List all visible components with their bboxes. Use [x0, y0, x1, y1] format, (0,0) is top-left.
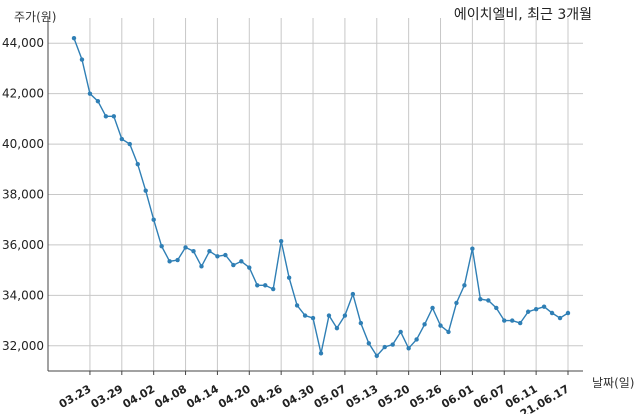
data-point [533, 307, 539, 312]
data-point [565, 310, 571, 316]
data-point [494, 305, 499, 311]
data-point [95, 99, 101, 104]
x-tick-label: 03.29 [89, 382, 126, 411]
data-point [326, 313, 332, 318]
x-tick-label: 04.20 [216, 382, 253, 411]
x-tick-label: 06.01 [439, 382, 476, 411]
data-point [286, 275, 292, 280]
data-point [470, 246, 475, 251]
data-point [358, 320, 364, 326]
y-tick-label: 38,000 [2, 188, 44, 202]
data-point [517, 320, 523, 326]
data-point [438, 323, 443, 328]
price-series [71, 35, 571, 359]
data-point [446, 329, 451, 335]
x-tick-label: 03.23 [57, 382, 94, 411]
data-point [278, 238, 284, 244]
y-tick-labels: 32,000 34,000 36,000 38,000 40,000 42,000 44,0… [2, 36, 44, 353]
data-point [103, 114, 109, 119]
data-point [143, 188, 148, 193]
data-point [414, 337, 419, 342]
data-point [557, 315, 563, 321]
x-tick-labels: 03.2303.2904.0204.0804.1404.2004.2604.30… [57, 382, 572, 414]
data-point [398, 329, 403, 335]
data-point [302, 313, 308, 318]
x-tick-label: 06.07 [471, 382, 508, 411]
data-point [191, 249, 196, 254]
data-point [462, 283, 467, 288]
x-tick-label: 04.26 [248, 382, 285, 411]
x-tick-label: 04.08 [152, 382, 189, 411]
x-tick-label: 05.13 [344, 382, 381, 411]
data-point [525, 309, 531, 314]
data-point [549, 310, 555, 316]
y-axis-label: 주가(원) [14, 10, 57, 24]
data-point [486, 298, 491, 303]
data-point [350, 291, 356, 297]
data-point [111, 114, 117, 119]
y-tick-label: 36,000 [2, 238, 44, 252]
x-tick-label: 05.26 [407, 382, 444, 411]
data-point [374, 353, 379, 359]
data-point [247, 265, 252, 270]
data-point [454, 300, 459, 306]
data-point [223, 252, 228, 258]
y-tick-label: 42,000 [2, 87, 44, 101]
y-tick-label: 32,000 [2, 339, 44, 353]
y-tick-label: 40,000 [2, 137, 44, 151]
data-point [175, 257, 180, 263]
data-point [135, 162, 140, 167]
data-point [199, 264, 204, 269]
data-point [342, 313, 348, 318]
data-point [167, 259, 172, 264]
data-point [255, 283, 260, 288]
chart-title: 에이치엘비, 최근 3개월 [453, 7, 592, 23]
data-point [71, 35, 77, 41]
data-point [127, 141, 132, 147]
data-point [502, 318, 507, 323]
data-point [510, 318, 515, 323]
data-point [382, 344, 387, 350]
axes [47, 18, 583, 375]
data-point [430, 305, 435, 311]
data-point [541, 304, 547, 309]
y-tick-label: 34,000 [2, 288, 44, 302]
x-tick-label: 04.30 [280, 382, 317, 411]
data-point [406, 346, 411, 351]
x-tick-label: 05.20 [376, 382, 413, 411]
data-point [334, 325, 340, 331]
grid [48, 18, 583, 371]
data-point [318, 351, 324, 356]
data-point [119, 136, 125, 142]
data-point [310, 315, 316, 321]
data-point [87, 91, 93, 96]
x-tick-label: 05.07 [312, 382, 349, 411]
data-point [215, 254, 220, 259]
x-axis-label: 날짜(일) [592, 376, 635, 390]
data-point [422, 322, 427, 327]
data-point [183, 245, 188, 250]
data-point [263, 283, 268, 288]
y-tick-label: 44,000 [2, 36, 44, 50]
data-point [231, 262, 236, 268]
x-tick-label: 04.02 [121, 382, 158, 411]
data-point [478, 296, 483, 302]
data-point [390, 342, 395, 347]
data-point [294, 303, 300, 308]
data-point [79, 57, 85, 62]
data-point [366, 341, 372, 346]
data-point [159, 243, 164, 249]
x-tick-label: 04.14 [184, 382, 221, 411]
price-line [73, 37, 569, 358]
data-point [239, 259, 244, 264]
data-point [207, 249, 212, 254]
data-point [270, 286, 276, 292]
data-point [151, 217, 156, 222]
